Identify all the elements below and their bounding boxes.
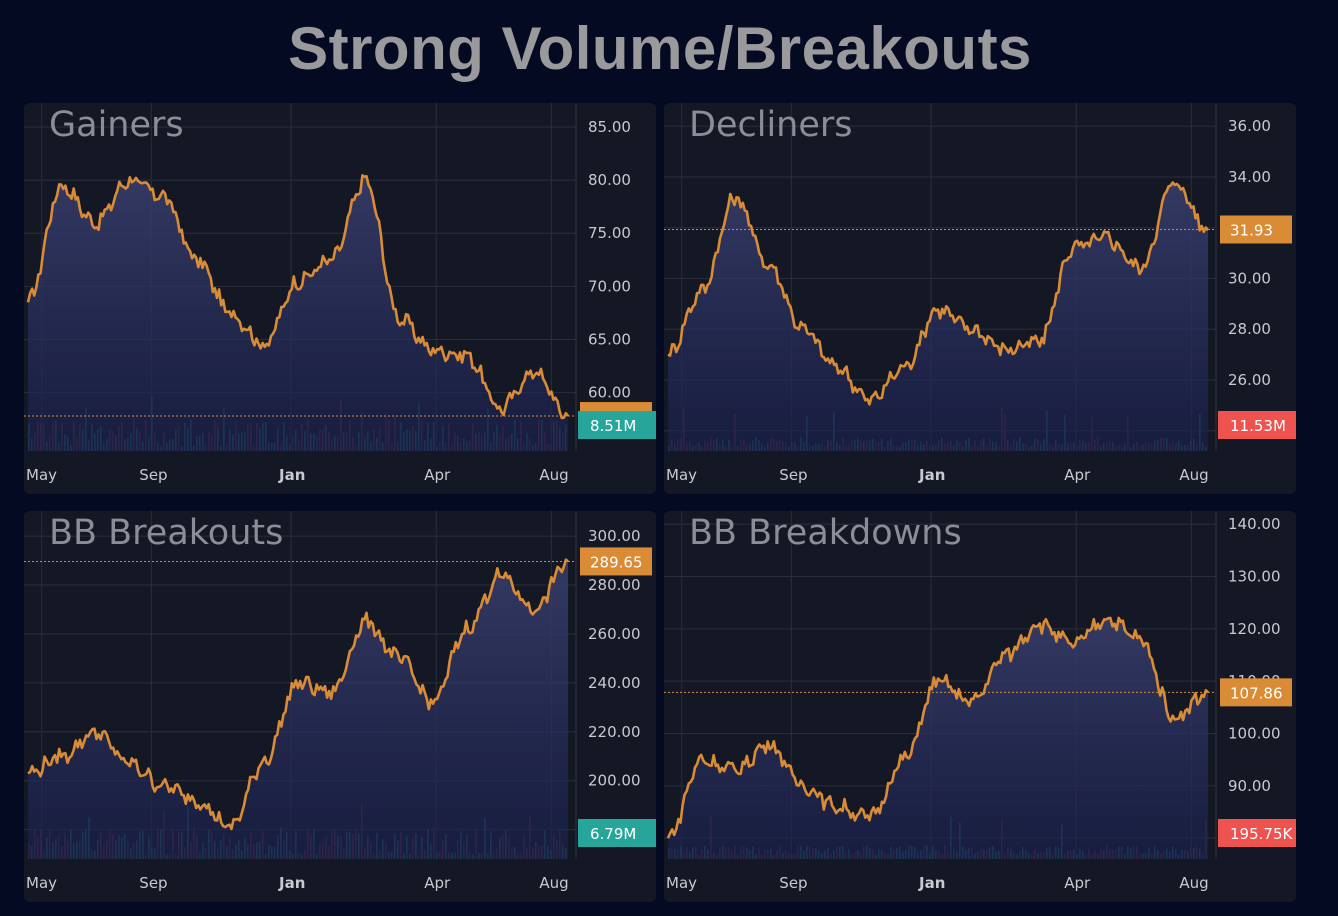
chart-svg: 180.00200.00220.00240.00260.00280.00300.… (24, 511, 656, 892)
chart-svg: 60.00 65.00 70.00 75.00 80.00 85.00 May Sep Jan A… (24, 103, 656, 484)
x-tick-label: Aug (1179, 874, 1208, 892)
y-tick-label: 26.00 (1228, 371, 1271, 389)
series-line (666, 616, 1209, 839)
series-line (27, 558, 569, 831)
x-tick-label: Apr (424, 466, 451, 484)
volume-tag (578, 411, 656, 439)
price-tag-label: 289.65 (590, 553, 643, 571)
chart-panel-bb-breakouts[interactable]: 180.00200.00220.00240.00260.00280.00300.… (24, 511, 656, 902)
y-tick-label: 60.00 (588, 384, 631, 402)
volume-tag (1218, 819, 1296, 847)
y-tick-label: 130.00 (1228, 568, 1281, 586)
price-tag (580, 547, 652, 576)
x-tick-label: Jan (278, 466, 305, 484)
price-tag (1220, 215, 1292, 244)
volume-tag (578, 819, 656, 847)
volume-tag-label: 6.79M (590, 825, 636, 843)
volume-tag-label: 11.53M (1230, 417, 1286, 435)
x-tick-label: Aug (1179, 466, 1208, 484)
y-tick-label: 220.00 (588, 723, 641, 741)
price-tag-label: 107.86 (1230, 684, 1283, 702)
y-tick-label: 140.00 (1228, 515, 1281, 533)
x-tick-label: Jan (278, 874, 305, 892)
y-tick-label: 240.00 (588, 674, 641, 692)
price-tag (1220, 678, 1292, 707)
y-tick-label: 28.00 (1228, 320, 1271, 338)
x-tick-label: Sep (779, 874, 807, 892)
y-tick-label: 280.00 (588, 576, 641, 594)
x-tick-label: Aug (539, 874, 568, 892)
y-tick-label: 260.00 (588, 625, 641, 643)
chart-svg: 80.0090.00100.00110.00120.00130.00140.00… (664, 511, 1296, 892)
x-tick-label: May (26, 874, 57, 892)
y-tick-label: 65.00 (588, 330, 631, 348)
area-fill (668, 617, 1208, 859)
volume-tag (1218, 411, 1296, 439)
y-tick-label: 34.00 (1228, 168, 1271, 186)
chart-title: Gainers (49, 105, 184, 145)
area-fill (28, 559, 568, 859)
chart-panel-gainers[interactable]: 60.00 65.00 70.00 75.00 80.00 85.00 May Sep Jan A… (24, 103, 656, 494)
y-tick-label: 200.00 (588, 772, 641, 790)
chart-title: BB Breakdowns (689, 513, 962, 553)
x-tick-label: Apr (424, 874, 451, 892)
y-tick-label: 30.00 (1228, 269, 1271, 287)
chart-svg: 24.0026.0028.0030.0032.0034.0036.00MaySe… (664, 103, 1296, 484)
volume-tag-label: 8.51M (590, 417, 636, 435)
x-tick-label: May (666, 466, 697, 484)
y-tick-label: 100.00 (1228, 724, 1281, 742)
price-tag-label: 31.93 (1230, 221, 1273, 239)
x-tick-label: Jan (918, 466, 945, 484)
y-tick-label: 36.00 (1228, 117, 1271, 135)
y-tick-label: 80.00 (588, 171, 631, 189)
chart-title: Decliners (689, 105, 853, 145)
x-tick-label: Sep (779, 466, 807, 484)
y-tick-label: 300.00 (588, 527, 641, 545)
y-tick-label: 90.00 (1228, 777, 1271, 795)
x-tick-label: Sep (139, 466, 167, 484)
y-tick-label: 85.00 (588, 118, 631, 136)
area-fill (28, 175, 568, 451)
y-tick-label: 70.00 (588, 277, 631, 295)
x-tick-label: Apr (1064, 874, 1091, 892)
chart-title: BB Breakouts (49, 513, 284, 553)
x-tick-label: Jan (918, 874, 945, 892)
series-line (667, 181, 1210, 406)
chart-panel-bb-breakdowns[interactable]: 80.0090.00100.00110.00120.00130.00140.00… (664, 511, 1296, 902)
x-tick-label: Apr (1064, 466, 1091, 484)
volume-tag-label: 195.75K (1230, 825, 1293, 843)
x-tick-label: Sep (139, 874, 167, 892)
y-tick-label: 120.00 (1228, 620, 1281, 638)
y-tick-label: 75.00 (588, 224, 631, 242)
chart-panel-decliners[interactable]: 24.0026.0028.0030.0032.0034.0036.00MaySe… (664, 103, 1296, 494)
x-tick-label: May (26, 466, 57, 484)
series-line (26, 174, 570, 420)
x-tick-label: May (666, 874, 697, 892)
x-tick-label: Aug (539, 466, 568, 484)
page-title: Strong Volume/Breakouts (288, 15, 1032, 82)
